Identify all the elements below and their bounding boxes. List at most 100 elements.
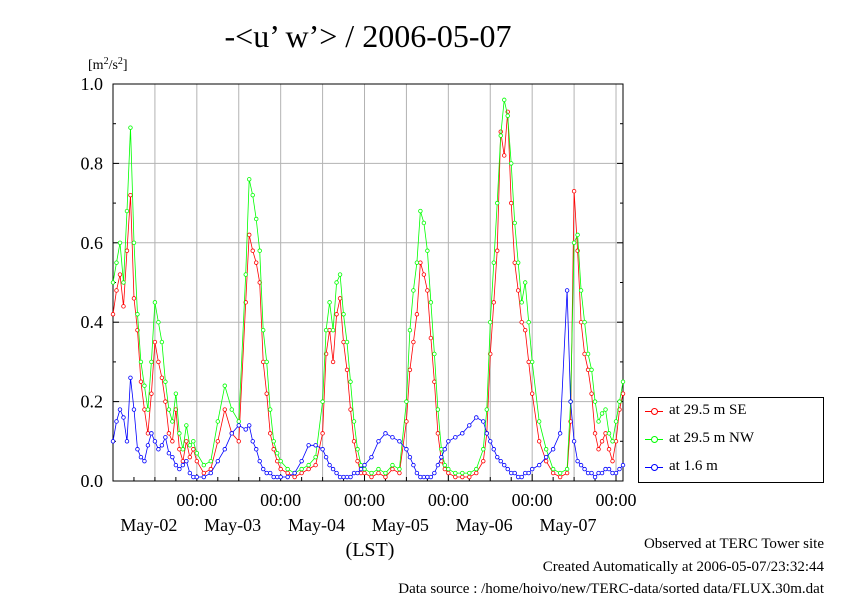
data-point [135, 447, 140, 452]
data-point [383, 470, 388, 476]
data-point [222, 383, 227, 388]
data-point [257, 280, 262, 285]
data-point [194, 474, 200, 480]
data-point [138, 359, 144, 365]
data-point [550, 470, 556, 476]
data-point [334, 312, 339, 317]
data-point [351, 439, 357, 444]
data-point [414, 312, 420, 317]
data-point [578, 320, 584, 325]
data-point [184, 439, 189, 444]
data-point [557, 470, 563, 476]
data-point [117, 407, 123, 412]
data-point [491, 447, 496, 452]
data-point [121, 280, 126, 285]
series-line [112, 99, 624, 474]
data-point [334, 470, 339, 476]
data-point [543, 447, 549, 452]
data-point [243, 427, 248, 432]
data-point [376, 470, 381, 476]
data-point [606, 466, 612, 472]
data-point [201, 470, 207, 476]
data-point [355, 470, 360, 476]
data-point [124, 208, 130, 214]
data-point [502, 153, 507, 158]
data-point [337, 474, 343, 480]
data-point [271, 439, 276, 444]
data-point [610, 439, 615, 444]
data-point [344, 474, 350, 480]
data-point [599, 470, 605, 476]
data-point [330, 327, 336, 333]
data-point [128, 375, 133, 380]
data-point [156, 359, 161, 365]
data-point [383, 474, 388, 480]
data-point [425, 288, 430, 293]
data-point [376, 466, 381, 472]
data-point [603, 431, 608, 436]
data-point [571, 439, 577, 444]
data-point [606, 431, 612, 436]
data-point [509, 470, 514, 476]
x-tick-label-date: May-02 [120, 515, 177, 535]
legend-label-low: at 1.6 m [669, 458, 718, 474]
axes: 0.0 0.2 0.4 0.6 0.8 1.0 00:00 May-02 00:00 May-03… [81, 74, 637, 535]
data-point [516, 260, 521, 265]
data-point [156, 320, 161, 325]
data-point [267, 470, 273, 476]
data-point [299, 458, 304, 464]
data-point [114, 419, 119, 424]
data-point [488, 320, 493, 325]
data-point [585, 470, 591, 476]
data-point [592, 399, 598, 404]
data-point [491, 300, 496, 305]
data-point [498, 133, 503, 138]
data-point [124, 439, 130, 444]
data-point [509, 161, 514, 166]
data-point [376, 439, 381, 444]
data-point [592, 431, 598, 436]
data-point [208, 458, 214, 464]
data-point [428, 335, 434, 341]
series-line [112, 290, 624, 478]
series-line [112, 111, 624, 478]
data-point [543, 458, 549, 464]
data-point [505, 113, 510, 118]
data-point [278, 474, 283, 480]
data-point [348, 379, 353, 384]
data-point [509, 200, 514, 206]
data-point [264, 359, 269, 365]
footer-site: Observed at TERC Tower site [643, 536, 824, 552]
data-point [110, 312, 116, 317]
data-point [152, 339, 158, 345]
data-point [516, 474, 521, 480]
data-point [159, 339, 165, 345]
legend-label-se: at 29.5 m SE [669, 402, 747, 418]
data-point [474, 470, 479, 476]
series-2 [110, 288, 626, 480]
data-point [306, 462, 311, 468]
data-point [163, 379, 168, 384]
data-point [191, 447, 196, 452]
data-point [323, 454, 329, 460]
data-point [589, 391, 594, 396]
series-layer [110, 97, 626, 480]
data-point [550, 466, 556, 472]
data-point [390, 435, 395, 440]
data-point [421, 474, 427, 480]
data-point [453, 435, 458, 440]
data-point [418, 260, 423, 265]
data-point [292, 474, 297, 480]
data-point [592, 474, 598, 480]
y-tick-label: 0.6 [81, 233, 104, 253]
data-point [114, 288, 119, 293]
data-point [145, 407, 151, 412]
data-point [351, 419, 357, 424]
legend-item-nw: at 29.5 m NW [639, 429, 823, 449]
data-point [397, 439, 402, 444]
data-point [596, 419, 601, 424]
data-point [337, 272, 343, 277]
data-point [180, 447, 186, 452]
data-point [414, 260, 420, 265]
